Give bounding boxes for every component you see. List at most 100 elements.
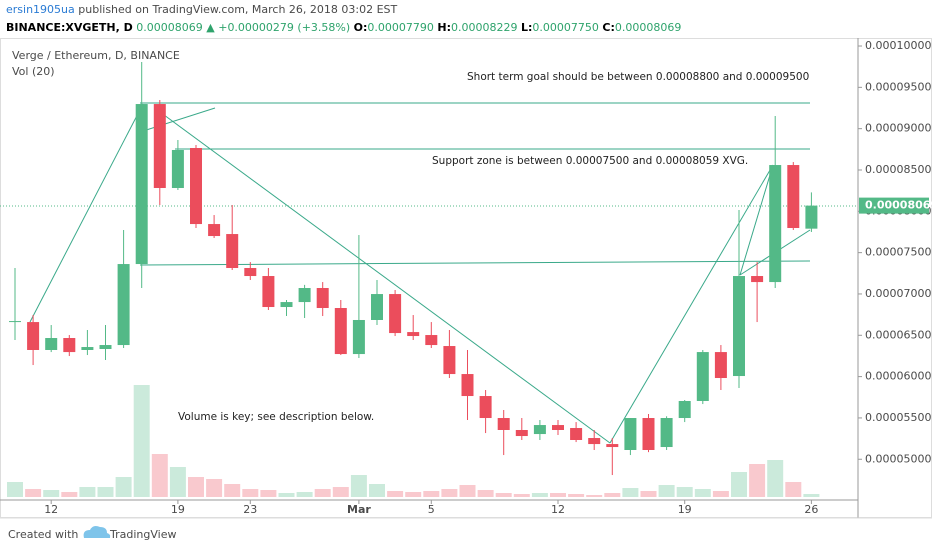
candle-body: [63, 338, 76, 353]
volume-bar: [7, 482, 23, 497]
candle-body: [642, 418, 655, 450]
candle-body: [769, 165, 782, 283]
candle-body: [298, 288, 311, 303]
x-tick-label: 19: [678, 503, 692, 516]
volume-bar: [459, 485, 476, 497]
ohlc-label: O:: [354, 21, 368, 34]
y-tick-label: 0.00007000: [865, 287, 931, 300]
candle-body: [425, 335, 438, 346]
volume-bar: [640, 491, 657, 497]
volume-bar: [206, 479, 223, 497]
volume-bar: [749, 464, 766, 497]
candle-body: [99, 345, 112, 350]
trend-line: [739, 164, 774, 276]
candle-body: [787, 165, 800, 229]
volume-bar: [803, 494, 820, 497]
volume-bar: [61, 492, 78, 497]
y-tick-label: 0.00010000: [865, 39, 931, 52]
x-tick-label: Mar: [347, 503, 371, 516]
trend-line: [609, 164, 774, 444]
candle-body: [171, 149, 184, 189]
candle-body: [27, 322, 40, 350]
candle-body: [371, 294, 383, 320]
candle-body: [552, 425, 564, 430]
volume-bar: [513, 494, 530, 497]
published: published on TradingView.com, March 26, …: [78, 3, 397, 16]
volume-bar: [586, 495, 603, 497]
volume-bar: [423, 491, 440, 497]
candle-body: [262, 276, 275, 308]
volume-bar: [296, 492, 313, 497]
candle-body: [479, 396, 492, 419]
ohlc-label: C:: [602, 21, 614, 34]
volume-bar: [79, 487, 96, 497]
volume-bar: [604, 493, 621, 497]
header-line: ersin1905ua published on TradingView.com…: [6, 3, 398, 16]
last-price-box: [859, 197, 929, 214]
trend-line: [29, 103, 144, 323]
x-tick-label: 26: [804, 503, 818, 516]
volume-bar: [260, 490, 277, 497]
candle-body: [570, 428, 583, 440]
x-tick-label: 23: [243, 503, 257, 516]
y-tick-label: 0.00009000: [865, 122, 931, 135]
drawings: [29, 102, 811, 444]
volume-bar: [369, 484, 385, 497]
candle-body: [153, 104, 166, 189]
volume-bar: [622, 488, 639, 497]
y-tick-label: 0.00006500: [865, 328, 931, 341]
candle-body: [352, 319, 365, 355]
candle-body: [226, 234, 239, 269]
volume-bar: [332, 487, 349, 497]
footer-text: Created with: [8, 528, 78, 541]
candle-body: [714, 352, 727, 379]
candle-body: [696, 352, 709, 401]
volume-pane: [7, 385, 820, 497]
y-tick-label: 0.00005000: [865, 452, 931, 465]
y-tick-label: 0.00009500: [865, 80, 931, 93]
ohlc-value: 0.00007750: [532, 21, 598, 34]
volume-bar: [441, 489, 458, 497]
y-tick-label: 0.00008500: [865, 163, 931, 176]
symbol-line: BINANCE:XVGETH, D 0.00008069 ▲ +0.000002…: [6, 21, 681, 34]
candle-body: [389, 294, 402, 334]
volume-bar: [43, 490, 60, 497]
candle-body: [407, 332, 420, 337]
annotation: Volume is key; see description below.: [178, 411, 374, 423]
volume-bar: [568, 494, 585, 497]
y-tick-label: 0.00005500: [865, 411, 931, 424]
candle-body: [117, 264, 130, 346]
volume-label: Vol (20): [12, 65, 55, 78]
x-tick-label: 12: [44, 503, 58, 516]
volume-bar: [495, 493, 512, 497]
volume-bar: [278, 493, 295, 497]
volume-bar: [785, 482, 802, 497]
ohlc-value: 0.00008069: [615, 21, 681, 34]
change: ▲ +0.00000279 (+3.58%): [206, 21, 350, 34]
volume-bar: [133, 385, 150, 497]
volume-bar: [658, 485, 675, 497]
annotation: Support zone is between 0.00007500 and 0…: [432, 155, 748, 167]
volume-bar: [151, 454, 168, 497]
volume-bar: [350, 475, 367, 497]
author[interactable]: ersin1905ua: [6, 3, 75, 16]
volume-bar: [387, 491, 404, 497]
volume-bar: [477, 490, 494, 497]
candle-body: [515, 429, 528, 437]
volume-bar: [712, 491, 729, 497]
footer-brand[interactable]: TradingView: [109, 528, 176, 541]
candle-body: [208, 224, 221, 237]
y-tick-label: 0.00006000: [865, 370, 931, 383]
last-price-label: 0.00008069: [865, 199, 932, 212]
volume-bar: [531, 493, 548, 497]
candle-body: [733, 276, 745, 377]
volume-bar: [550, 493, 566, 497]
candle-body: [606, 444, 619, 448]
volume-bar: [224, 484, 241, 497]
candle-body: [45, 338, 58, 350]
ohlc-label: H:: [437, 21, 451, 34]
volume-bar: [115, 477, 132, 497]
volume-bar: [242, 489, 259, 497]
x-tick-label: 12: [551, 503, 565, 516]
support-line: [139, 260, 811, 266]
